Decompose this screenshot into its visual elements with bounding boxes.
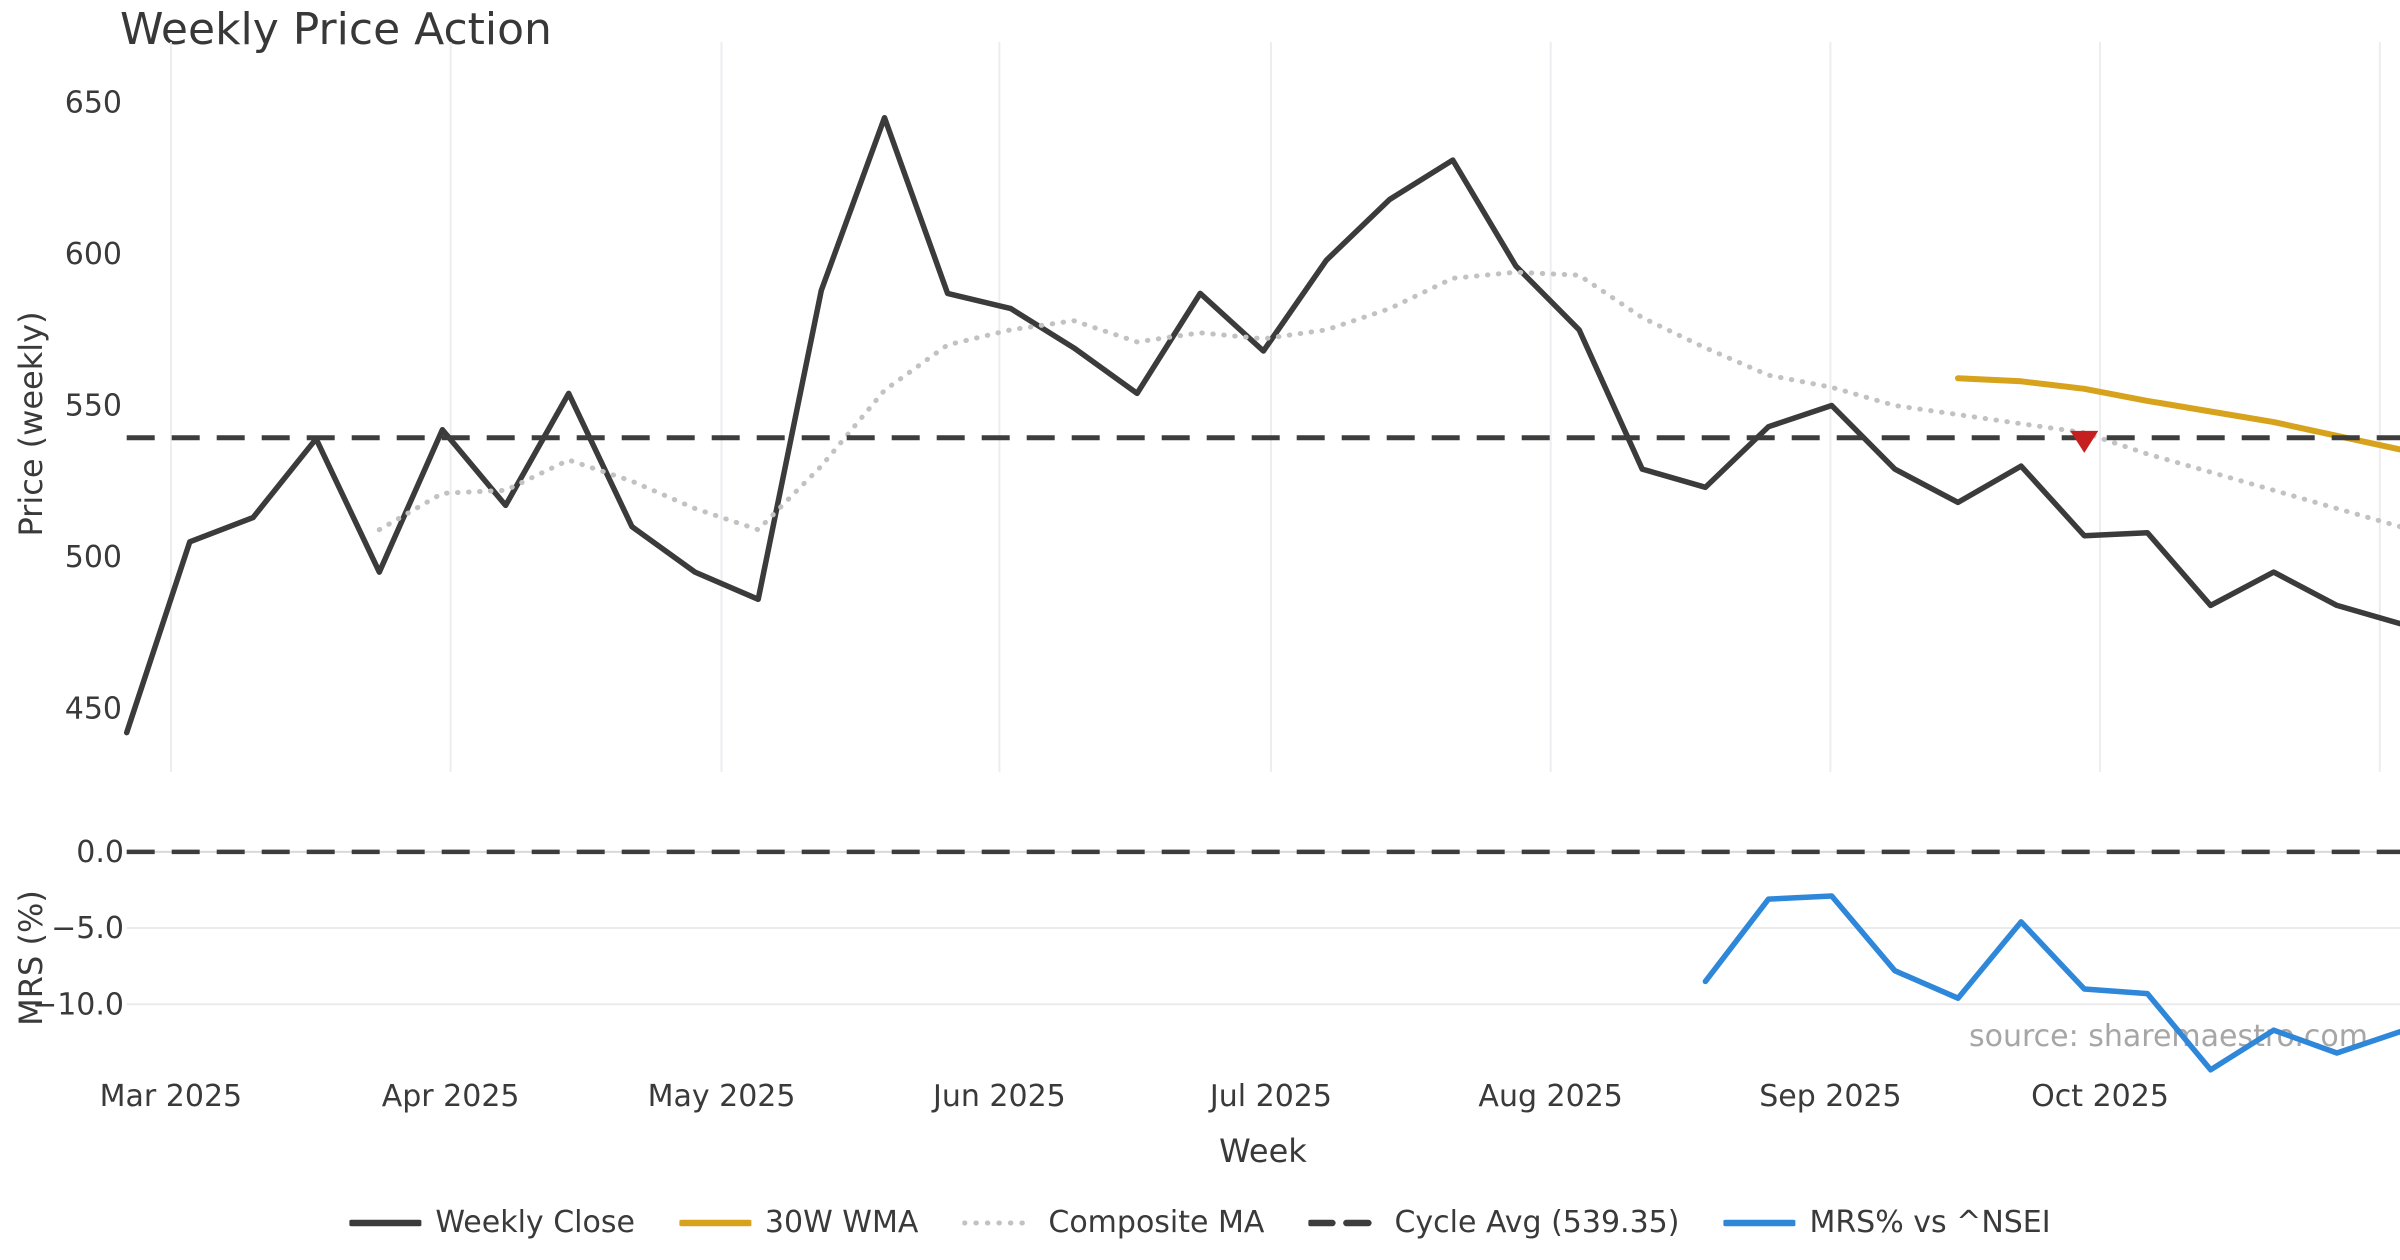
price-tick-label: 600	[65, 237, 122, 272]
x-tick-label: Jun 2025	[931, 1079, 1066, 1114]
source-note: source: sharemaestro.com	[1969, 1019, 2368, 1054]
x-tick-label: Oct 2025	[2031, 1079, 2169, 1114]
mrs-tick-label: −10.0	[32, 987, 124, 1022]
legend-swatch	[962, 1220, 1035, 1225]
composite-ma-line	[376, 269, 2400, 533]
mrs-tick-label: 0.0	[76, 835, 124, 870]
legend-item-composite-ma: Composite MA	[962, 1205, 1264, 1240]
price-tick-label: 550	[65, 388, 122, 423]
x-tick-label: Aug 2025	[1478, 1079, 1622, 1114]
mrs-tick-label: −5.0	[51, 911, 124, 946]
legend-swatch	[678, 1219, 751, 1226]
x-tick-label: May 2025	[648, 1079, 796, 1114]
x-tick-label: Mar 2025	[100, 1079, 243, 1114]
legend: Weekly Close 30W WMA Composite MA Cycle Avg…	[349, 1205, 2051, 1240]
legend-swatch	[349, 1219, 422, 1226]
legend-label: MRS% vs ^NSEI	[1809, 1205, 2051, 1240]
legend-label: 30W WMA	[764, 1205, 919, 1240]
price-tick-label: 500	[65, 540, 122, 575]
price-tick-label: 650	[65, 86, 122, 121]
legend-item-30w-wma: 30W WMA	[678, 1205, 919, 1240]
weekly-close-line	[123, 114, 2400, 736]
legend-item-cycle-avg-539-35-: Cycle Avg (539.35)	[1308, 1205, 1679, 1240]
sell-signal-marker	[2070, 430, 2099, 453]
x-axis-label: Week	[1219, 1132, 1307, 1170]
wma30-line	[1955, 375, 2400, 453]
legend-item-weekly-close: Weekly Close	[349, 1205, 635, 1240]
legend-label: Cycle Avg (539.35)	[1394, 1205, 1680, 1240]
legend-swatch	[1308, 1219, 1381, 1226]
mrs-line	[1702, 893, 2400, 1073]
x-tick-label: Sep 2025	[1759, 1079, 1901, 1114]
legend-label: Composite MA	[1048, 1205, 1265, 1240]
price-tick-label: 450	[65, 691, 122, 726]
x-tick-label: Jul 2025	[1208, 1079, 1332, 1114]
chart-title: Weekly Price Action	[120, 4, 552, 55]
x-tick-label: Apr 2025	[382, 1079, 520, 1114]
legend-swatch	[1723, 1219, 1796, 1226]
legend-label: Weekly Close	[435, 1205, 635, 1240]
legend-item-mrs-vs-nsei: MRS% vs ^NSEI	[1723, 1205, 2051, 1240]
